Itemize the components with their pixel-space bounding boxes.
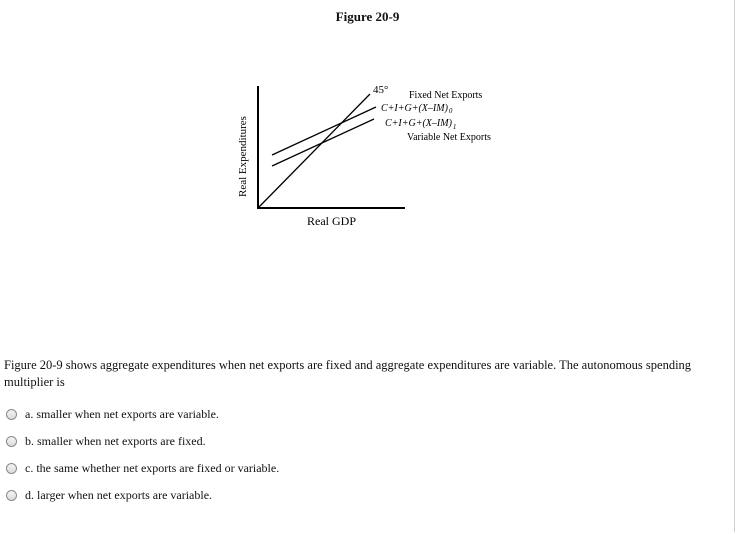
- question-text: Figure 20-9 shows aggregate expenditures…: [4, 358, 692, 389]
- y-axis-label: Real Expenditures: [237, 116, 249, 197]
- figure-title: Figure 20-9: [335, 9, 400, 24]
- option-d[interactable]: d. larger when net exports are variable.: [6, 482, 279, 509]
- line-variable-net-exports: [271, 118, 375, 167]
- angle-label: 45°: [373, 84, 388, 96]
- option-a-label[interactable]: a. smaller when net exports are variable…: [25, 407, 219, 421]
- radio-button-d[interactable]: [6, 490, 17, 501]
- option-b[interactable]: b. smaller when net exports are fixed.: [6, 428, 279, 455]
- option-a[interactable]: a. smaller when net exports are variable…: [6, 401, 279, 428]
- option-b-label[interactable]: b. smaller when net exports are fixed.: [25, 434, 206, 448]
- legend-fixed-label: Fixed Net Exports: [409, 90, 482, 101]
- radio-button-a[interactable]: [6, 409, 17, 420]
- radio-button-b[interactable]: [6, 436, 17, 447]
- figure-graph: 45° Fixed Net Exports C+I+G+(X–IM)0 C+I+…: [237, 84, 491, 228]
- line-fixed-label: C+I+G+(X–IM)0: [381, 103, 453, 115]
- x-axis-label: Real GDP: [307, 214, 356, 228]
- legend-variable-label: Variable Net Exports: [407, 132, 491, 143]
- radio-button-c[interactable]: [6, 463, 17, 474]
- option-c-label[interactable]: c. the same whether net exports are fixe…: [25, 461, 280, 475]
- option-d-label[interactable]: d. larger when net exports are variable.: [25, 488, 213, 502]
- line-variable-label: C+I+G+(X–IM)1: [385, 118, 456, 131]
- line-fixed-net-exports: [271, 106, 377, 156]
- option-c[interactable]: c. the same whether net exports are fixe…: [6, 455, 279, 482]
- line-45-degree: [258, 93, 371, 208]
- answer-options: a. smaller when net exports are variable…: [6, 401, 279, 509]
